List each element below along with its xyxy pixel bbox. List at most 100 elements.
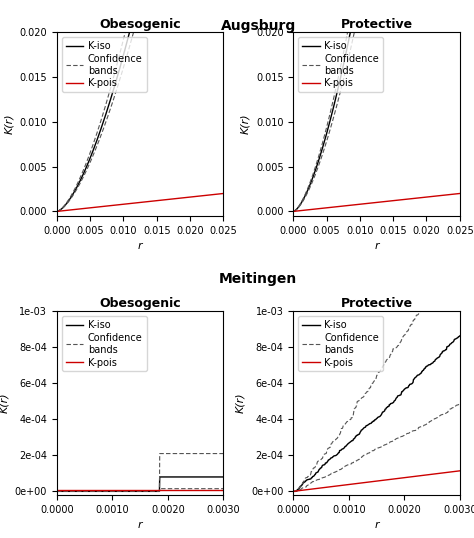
Confidence
bands — [291, 488, 296, 494]
K-pois — [174, 195, 180, 202]
K-iso — [356, 431, 362, 437]
Confidence
bands — [356, 397, 362, 404]
K-pois — [410, 195, 416, 202]
Title: Protective: Protective — [340, 297, 412, 310]
Confidence
bands — [120, 39, 126, 45]
K-pois — [152, 487, 158, 493]
Line: Confidence
bands: Confidence bands — [57, 0, 223, 211]
K-iso — [180, 474, 185, 480]
Line: K-pois: K-pois — [293, 194, 460, 211]
K-iso — [129, 488, 135, 494]
K-pois — [220, 487, 226, 493]
Confidence
bands — [157, 450, 163, 457]
K-pois — [291, 208, 296, 215]
K-pois — [345, 482, 350, 488]
K-pois — [74, 206, 80, 213]
Confidence
bands — [428, 299, 434, 306]
Legend: K-iso, Confidence
bands, K-pois: K-iso, Confidence bands, K-pois — [62, 316, 146, 371]
Confidence
bands — [129, 488, 135, 494]
X-axis label: r: r — [374, 241, 379, 251]
K-iso — [83, 488, 89, 494]
Title: Obesogenic: Obesogenic — [100, 18, 181, 31]
K-pois — [411, 473, 417, 480]
Y-axis label: K(r): K(r) — [240, 114, 250, 134]
K-pois — [120, 201, 126, 208]
K-iso — [457, 332, 463, 339]
Line: K-iso: K-iso — [57, 0, 223, 211]
Confidence
bands — [345, 29, 350, 36]
K-pois — [345, 202, 350, 209]
Y-axis label: K(r): K(r) — [4, 114, 14, 134]
Confidence
bands — [108, 83, 114, 89]
Confidence
bands — [74, 181, 80, 188]
K-pois — [179, 487, 185, 493]
Line: K-pois: K-pois — [57, 194, 223, 211]
Confidence
bands — [291, 208, 296, 215]
K-iso — [291, 208, 296, 215]
Line: Confidence
bands: Confidence bands — [293, 0, 460, 211]
K-pois — [129, 487, 135, 493]
K-pois — [159, 197, 164, 203]
Confidence
bands — [310, 465, 316, 472]
X-axis label: r: r — [374, 520, 379, 530]
K-pois — [310, 486, 316, 492]
K-iso — [54, 488, 60, 494]
K-iso — [97, 488, 102, 494]
Confidence
bands — [83, 488, 89, 494]
K-iso — [310, 473, 316, 480]
K-pois — [175, 195, 181, 202]
K-pois — [83, 487, 89, 493]
Line: K-pois: K-pois — [293, 471, 460, 491]
K-iso — [220, 474, 226, 480]
Confidence
bands — [97, 488, 102, 494]
Legend: K-iso, Confidence
bands, K-pois: K-iso, Confidence bands, K-pois — [298, 37, 383, 93]
X-axis label: r: r — [138, 241, 142, 251]
K-iso — [291, 488, 296, 494]
Confidence
bands — [395, 342, 401, 349]
K-pois — [310, 206, 316, 213]
K-iso — [54, 208, 60, 215]
Legend: K-iso, Confidence
bands, K-pois: K-iso, Confidence bands, K-pois — [298, 316, 383, 371]
Line: K-iso: K-iso — [57, 477, 223, 491]
Line: K-iso: K-iso — [293, 0, 460, 211]
K-iso — [74, 184, 80, 190]
Confidence
bands — [165, 450, 171, 457]
Confidence
bands — [345, 419, 350, 425]
Confidence
bands — [310, 170, 316, 176]
K-iso — [108, 94, 114, 101]
Y-axis label: K(r): K(r) — [0, 393, 9, 414]
Confidence
bands — [220, 450, 226, 457]
K-pois — [54, 208, 60, 215]
K-iso — [310, 173, 316, 179]
Title: Protective: Protective — [340, 18, 412, 31]
Confidence
bands — [54, 488, 60, 494]
Line: Confidence
bands: Confidence bands — [57, 454, 223, 491]
Confidence
bands — [54, 208, 60, 215]
Confidence
bands — [180, 450, 185, 457]
K-pois — [410, 473, 416, 480]
K-pois — [395, 197, 401, 203]
Text: Augsburg: Augsburg — [221, 19, 296, 33]
X-axis label: r: r — [138, 520, 142, 530]
K-pois — [457, 190, 463, 197]
Line: K-iso: K-iso — [293, 336, 460, 491]
Confidence
bands — [410, 317, 416, 324]
K-pois — [108, 202, 114, 209]
K-pois — [356, 201, 362, 208]
K-iso — [410, 376, 416, 383]
K-pois — [220, 190, 226, 197]
K-pois — [356, 480, 362, 486]
Title: Obesogenic: Obesogenic — [100, 297, 181, 310]
K-pois — [165, 487, 171, 493]
K-iso — [157, 474, 163, 480]
K-iso — [120, 54, 126, 61]
Confidence
bands — [457, 299, 463, 306]
K-iso — [395, 393, 401, 399]
K-iso — [165, 474, 171, 480]
K-pois — [395, 475, 401, 482]
K-iso — [345, 43, 350, 49]
Y-axis label: K(r): K(r) — [236, 393, 246, 414]
K-pois — [97, 487, 102, 493]
K-iso — [152, 488, 158, 494]
Text: Meitingen: Meitingen — [219, 272, 298, 286]
